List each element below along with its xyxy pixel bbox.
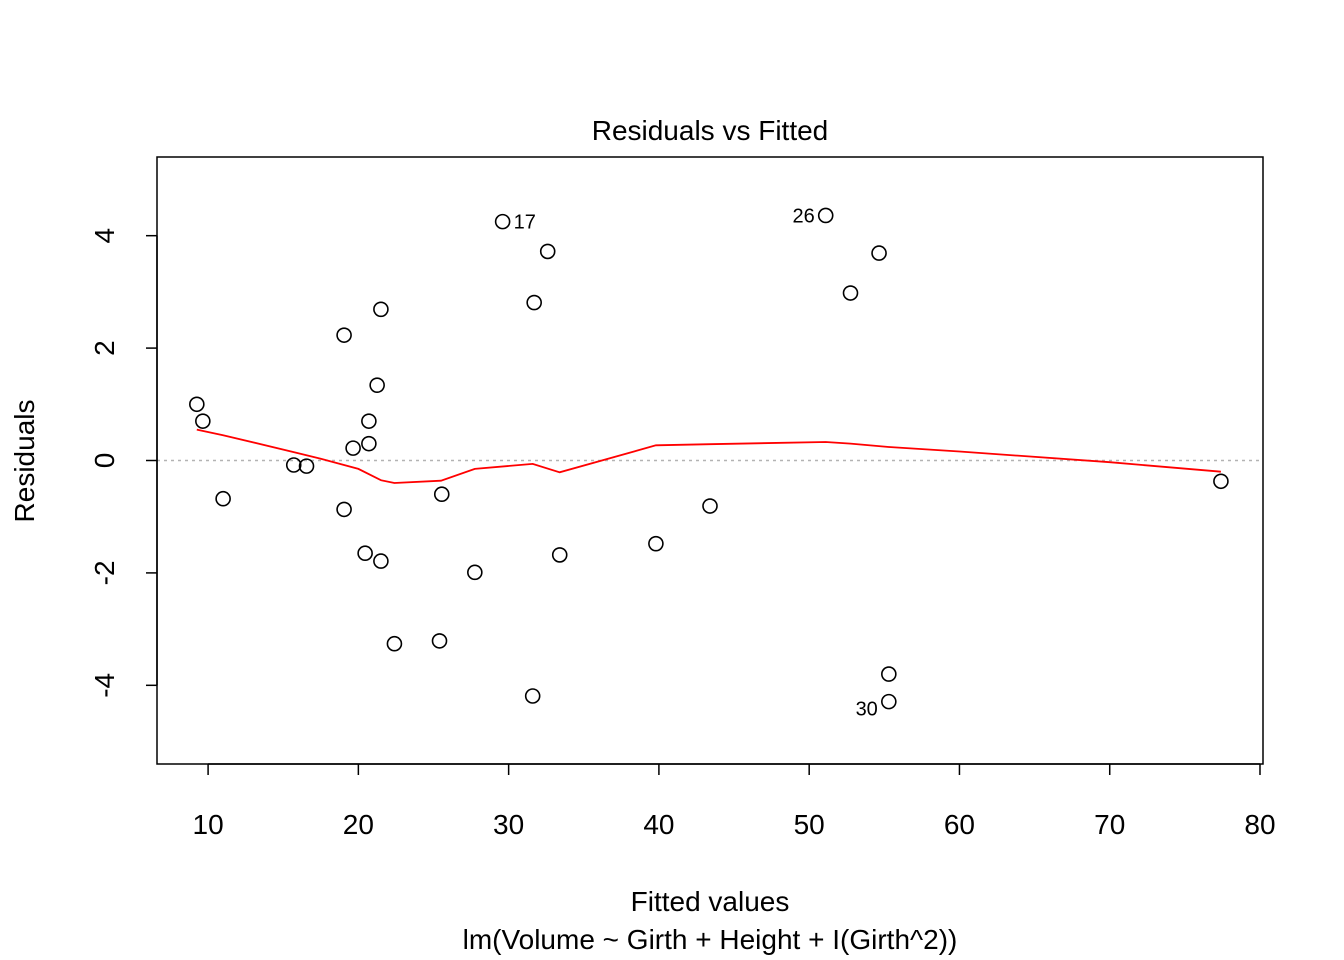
y-tick-label: 4 xyxy=(89,228,120,244)
data-point xyxy=(871,245,887,261)
x-tick-label: 10 xyxy=(193,809,224,840)
y-tick-label: -4 xyxy=(89,673,120,698)
data-point xyxy=(881,693,897,710)
chart-subtitle: lm(Volume ~ Girth + Height + I(Girth^2)) xyxy=(463,924,958,955)
data-point xyxy=(189,396,205,413)
data-point xyxy=(336,501,352,518)
smooth-line-layer xyxy=(196,428,1221,484)
data-point xyxy=(386,635,403,652)
y-tick-label: 2 xyxy=(89,340,120,356)
data-point xyxy=(357,545,373,562)
smooth-line xyxy=(196,428,1221,484)
x-tick-label: 20 xyxy=(343,809,374,840)
data-point xyxy=(648,535,664,552)
chart-title: Residuals vs Fitted xyxy=(592,115,829,146)
data-point xyxy=(431,633,448,649)
data-point xyxy=(373,301,389,318)
y-axis-label: Residuals xyxy=(9,400,40,523)
data-point xyxy=(494,213,511,230)
data-point xyxy=(345,440,361,456)
x-tick-label: 60 xyxy=(944,809,975,840)
x-tick-label: 30 xyxy=(493,809,524,840)
data-point xyxy=(551,547,568,563)
data-point xyxy=(373,553,389,569)
data-point xyxy=(336,327,352,343)
data-point xyxy=(1213,473,1229,490)
data-point xyxy=(298,458,315,474)
data-point xyxy=(361,413,377,429)
point-label: 30 xyxy=(856,699,878,721)
data-point xyxy=(195,413,211,429)
x-axis: 10 20 30 40 50 60 70 80 xyxy=(193,763,1276,840)
data-point xyxy=(817,207,834,224)
y-tick-label: 0 xyxy=(89,453,120,469)
data-point xyxy=(842,285,859,301)
data-point xyxy=(433,486,450,503)
x-tick-label: 70 xyxy=(1094,809,1125,840)
x-tick-label: 50 xyxy=(794,809,825,840)
data-point xyxy=(361,435,377,452)
data-point xyxy=(881,666,897,682)
data-point xyxy=(526,294,542,311)
x-tick-label: 40 xyxy=(643,809,674,840)
points-layer xyxy=(189,207,1229,710)
data-point xyxy=(369,377,385,393)
data-point xyxy=(524,688,541,704)
point-labels-layer: 17 26 30 xyxy=(514,205,878,720)
data-point xyxy=(539,243,556,260)
x-tick-label: 80 xyxy=(1244,809,1275,840)
point-label: 17 xyxy=(514,212,536,234)
data-point xyxy=(702,498,718,514)
data-point xyxy=(467,564,483,581)
y-axis: -4 -2 0 2 4 xyxy=(89,228,158,698)
data-point xyxy=(215,490,231,507)
data-point xyxy=(285,457,302,473)
y-tick-label: -2 xyxy=(89,560,120,585)
point-label: 26 xyxy=(792,205,814,227)
x-axis-label: Fitted values xyxy=(631,886,790,917)
